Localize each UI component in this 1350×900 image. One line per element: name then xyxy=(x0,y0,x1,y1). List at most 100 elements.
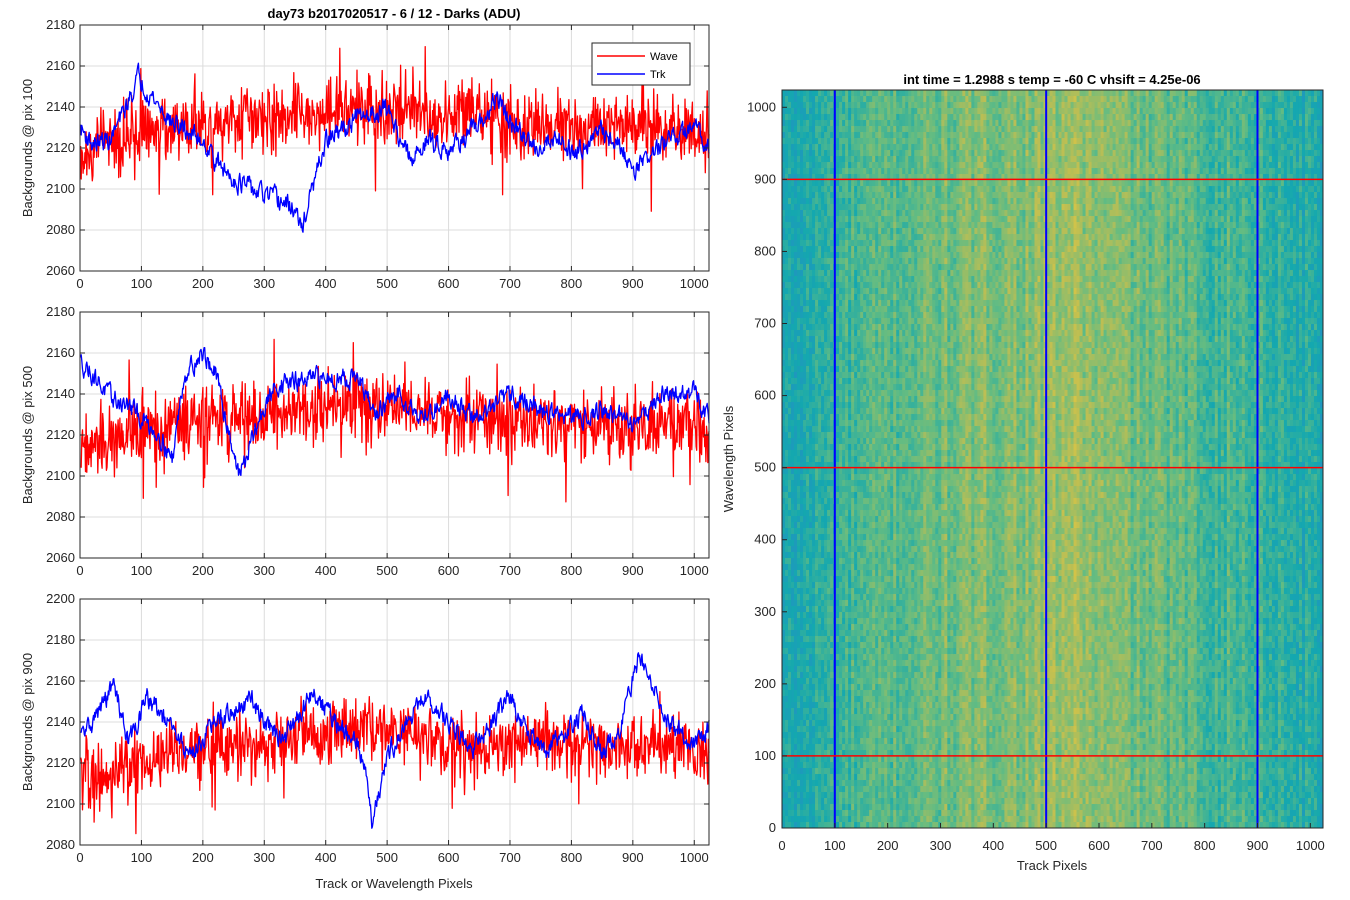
heatmap-cell xyxy=(782,612,786,619)
heatmap-cell xyxy=(881,210,885,217)
heatmap-cell xyxy=(797,528,801,535)
heatmap-cell xyxy=(860,618,864,625)
heatmap-cell xyxy=(857,192,861,199)
heatmap-cell xyxy=(866,702,870,709)
heatmap-cell xyxy=(854,480,858,487)
heatmap-cell xyxy=(782,594,786,601)
heatmap-cell xyxy=(860,684,864,691)
heatmap-cell xyxy=(845,726,849,733)
heatmap-cell xyxy=(869,306,873,313)
heatmap-cell xyxy=(887,384,891,391)
heatmap-cell xyxy=(824,252,828,259)
heatmap-cell xyxy=(800,546,804,553)
heatmap-cell xyxy=(794,756,798,763)
heatmap-cell xyxy=(863,780,867,787)
heatmap-cell xyxy=(887,468,891,475)
heatmap-cell xyxy=(842,696,846,703)
x-tick-label: 600 xyxy=(438,276,460,291)
heatmap-cell xyxy=(872,804,876,811)
heatmap-cell xyxy=(866,720,870,727)
heatmap-cell xyxy=(851,672,855,679)
heatmap-cell xyxy=(881,276,885,283)
heatmap-cell xyxy=(800,420,804,427)
heatmap-cell xyxy=(842,522,846,529)
heatmap-cell xyxy=(803,444,807,451)
heatmap-cell xyxy=(821,504,825,511)
heatmap-cell xyxy=(836,192,840,199)
heatmap-cell xyxy=(890,210,894,217)
heatmap-cell xyxy=(830,408,834,415)
heatmap-cell xyxy=(860,558,864,565)
heatmap-cell xyxy=(848,510,852,517)
heatmap-cell xyxy=(803,378,807,385)
heatmap-cell xyxy=(806,264,810,271)
heatmap-cell xyxy=(791,450,795,457)
heatmap-cell xyxy=(866,768,870,775)
heatmap-cell xyxy=(797,360,801,367)
heatmap-cell xyxy=(860,648,864,655)
heatmap-cell xyxy=(887,354,891,361)
heatmap-cell xyxy=(845,588,849,595)
heatmap-cell xyxy=(806,378,810,385)
heatmap-cell xyxy=(851,228,855,235)
heatmap-cell xyxy=(881,588,885,595)
heatmap-cell xyxy=(884,774,888,781)
heatmap-cell xyxy=(863,252,867,259)
heatmap-cell xyxy=(878,540,882,547)
heatmap-cell xyxy=(818,324,822,331)
heatmap-cell xyxy=(800,678,804,685)
heatmap-cell xyxy=(893,618,897,625)
heatmap-cell xyxy=(848,726,852,733)
heatmap-cell xyxy=(791,240,795,247)
heatmap-cell xyxy=(866,630,870,637)
heatmap-cell xyxy=(809,306,813,313)
heatmap-cell xyxy=(800,498,804,505)
heatmap-cell xyxy=(851,90,855,97)
heatmap-cell xyxy=(827,270,831,277)
heatmap-cell xyxy=(842,234,846,241)
heatmap-cell xyxy=(890,348,894,355)
heatmap-cell xyxy=(881,600,885,607)
heatmap-cell xyxy=(812,240,816,247)
heatmap-cell xyxy=(881,324,885,331)
heatmap-cell xyxy=(797,666,801,673)
heatmap-cell xyxy=(809,690,813,697)
heatmap-cell xyxy=(893,420,897,427)
heatmap-cell xyxy=(785,498,789,505)
heatmap-cell xyxy=(896,438,900,445)
heatmap-cell xyxy=(896,240,900,247)
heatmap-cell xyxy=(824,366,828,373)
heatmap-cell xyxy=(854,762,858,769)
heatmap-cell xyxy=(827,600,831,607)
x-tick-label: 100 xyxy=(131,850,153,865)
heatmap-cell xyxy=(809,774,813,781)
heatmap-cell xyxy=(893,732,897,739)
heatmap-cell xyxy=(797,630,801,637)
heatmap-cell xyxy=(878,222,882,229)
heatmap-cell xyxy=(815,270,819,277)
heatmap-cell xyxy=(857,270,861,277)
x-tick-label: 100 xyxy=(131,276,153,291)
heatmap-cell xyxy=(812,318,816,325)
heatmap-cell xyxy=(803,726,807,733)
heatmap-cell xyxy=(839,510,843,517)
heatmap-cell xyxy=(887,378,891,385)
heatmap-cell xyxy=(791,294,795,301)
heatmap-cell xyxy=(884,294,888,301)
heatmap-cell xyxy=(854,564,858,571)
heatmap-cell xyxy=(875,396,879,403)
heatmap-cell xyxy=(842,276,846,283)
heatmap-cell xyxy=(806,540,810,547)
heatmap-cell xyxy=(869,516,873,523)
heatmap-cell xyxy=(845,648,849,655)
heatmap-cell xyxy=(863,294,867,301)
heatmap-cell xyxy=(854,468,858,475)
heatmap-cell xyxy=(890,558,894,565)
heatmap-cell xyxy=(896,480,900,487)
heatmap-cell xyxy=(881,534,885,541)
heatmap-cell xyxy=(890,222,894,229)
heatmap-cell xyxy=(860,804,864,811)
heatmap-cell xyxy=(842,642,846,649)
heatmap-cell xyxy=(794,342,798,349)
heatmap-cell xyxy=(890,810,894,817)
